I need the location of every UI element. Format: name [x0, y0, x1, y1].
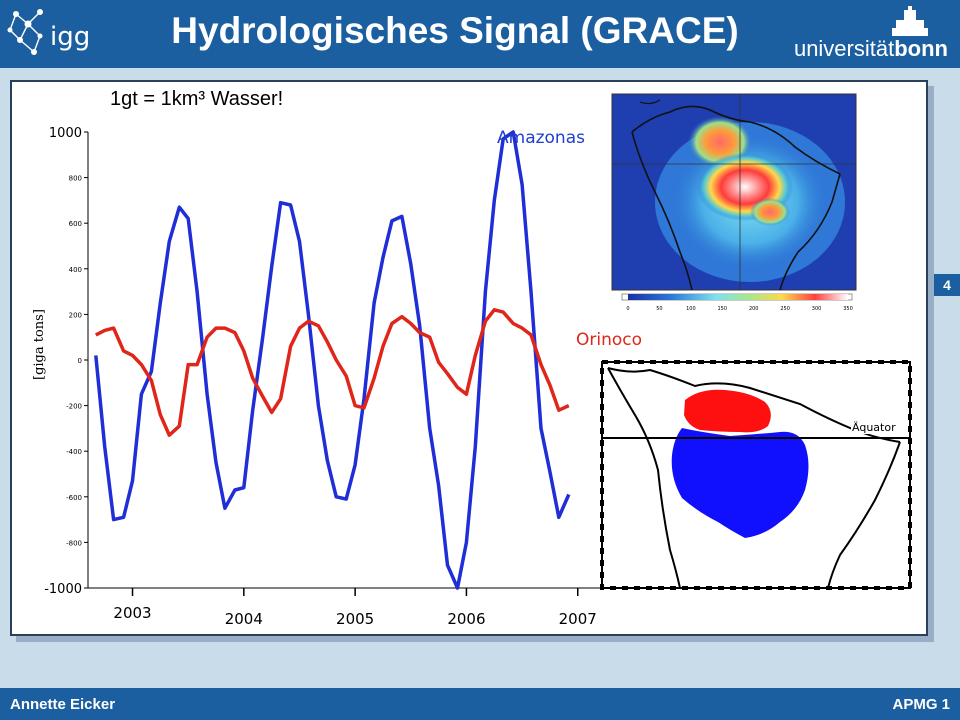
- colorbar-tick-label: 350: [843, 306, 853, 312]
- series-label-orinoco: Orinoco: [576, 330, 643, 350]
- catchment-basin-map: [600, 360, 912, 590]
- wordmark-universitaet: universität: [793, 36, 895, 61]
- footer-bar: Annette Eicker APMG 1: [0, 688, 960, 720]
- y-axis-label: [giga tons]: [32, 309, 47, 380]
- colorbar-tick-label: 100: [686, 306, 696, 312]
- orinoco-basin: [684, 389, 771, 433]
- colorbar-tick-label: 0: [626, 306, 629, 312]
- header-bar: igg Hydrologisches Signal (GRACE) univer…: [0, 0, 960, 68]
- x-tick-label: 2003: [113, 604, 151, 622]
- page-title: Hydrologisches Signal (GRACE): [171, 10, 739, 51]
- series-line-amazonas: [94, 130, 571, 590]
- igg-logo-icon: [7, 9, 43, 55]
- y-tick-label: 600: [69, 220, 82, 228]
- colorbar-tick-label: 300: [812, 306, 822, 312]
- equator-label: Äquator: [851, 421, 897, 434]
- x-tick-label: 2006: [447, 610, 485, 628]
- x-tick-label: 2004: [225, 610, 263, 628]
- y-tick-label: -400: [66, 448, 82, 456]
- colorbar-tick-label: 50: [656, 306, 662, 312]
- footer-course: APMG 1: [892, 696, 950, 713]
- unit-note: 1gt = 1km³ Wasser!: [110, 88, 284, 110]
- slide-number: 4: [934, 274, 960, 296]
- x-tick-label: 2007: [559, 610, 597, 628]
- y-tick-label: 200: [69, 311, 82, 319]
- y-tick-label: 800: [69, 175, 82, 183]
- y-tick-label: -200: [66, 403, 82, 411]
- y-tick-label: 400: [69, 266, 82, 274]
- wordmark-bonn: bonn: [894, 36, 948, 61]
- y-tick-label: 0: [78, 357, 82, 365]
- amazonas-basin: [671, 428, 809, 538]
- x-tick-label: 2005: [336, 610, 374, 628]
- mass-anomaly-map: 0 50 100 150 200 250 300 350: [611, 93, 857, 312]
- series-label-amazonas: Amazonas: [497, 128, 585, 148]
- colorbar-tick-label: 200: [749, 306, 759, 312]
- colorbar-tick-label: 250: [780, 306, 790, 312]
- igg-logo-text: igg: [50, 22, 91, 52]
- y-tick-label: -1000: [44, 582, 82, 597]
- university-bonn-logo-icon: [892, 6, 928, 36]
- y-tick-label: 1000: [49, 126, 82, 141]
- university-bonn-wordmark: universitätbonn: [794, 36, 948, 62]
- footer-author: Annette Eicker: [10, 696, 116, 713]
- y-tick-label: -800: [66, 539, 82, 547]
- series-line-orinoco: [95, 308, 570, 437]
- y-tick-label: -600: [66, 494, 82, 502]
- colorbar-tick-label: 150: [718, 306, 728, 312]
